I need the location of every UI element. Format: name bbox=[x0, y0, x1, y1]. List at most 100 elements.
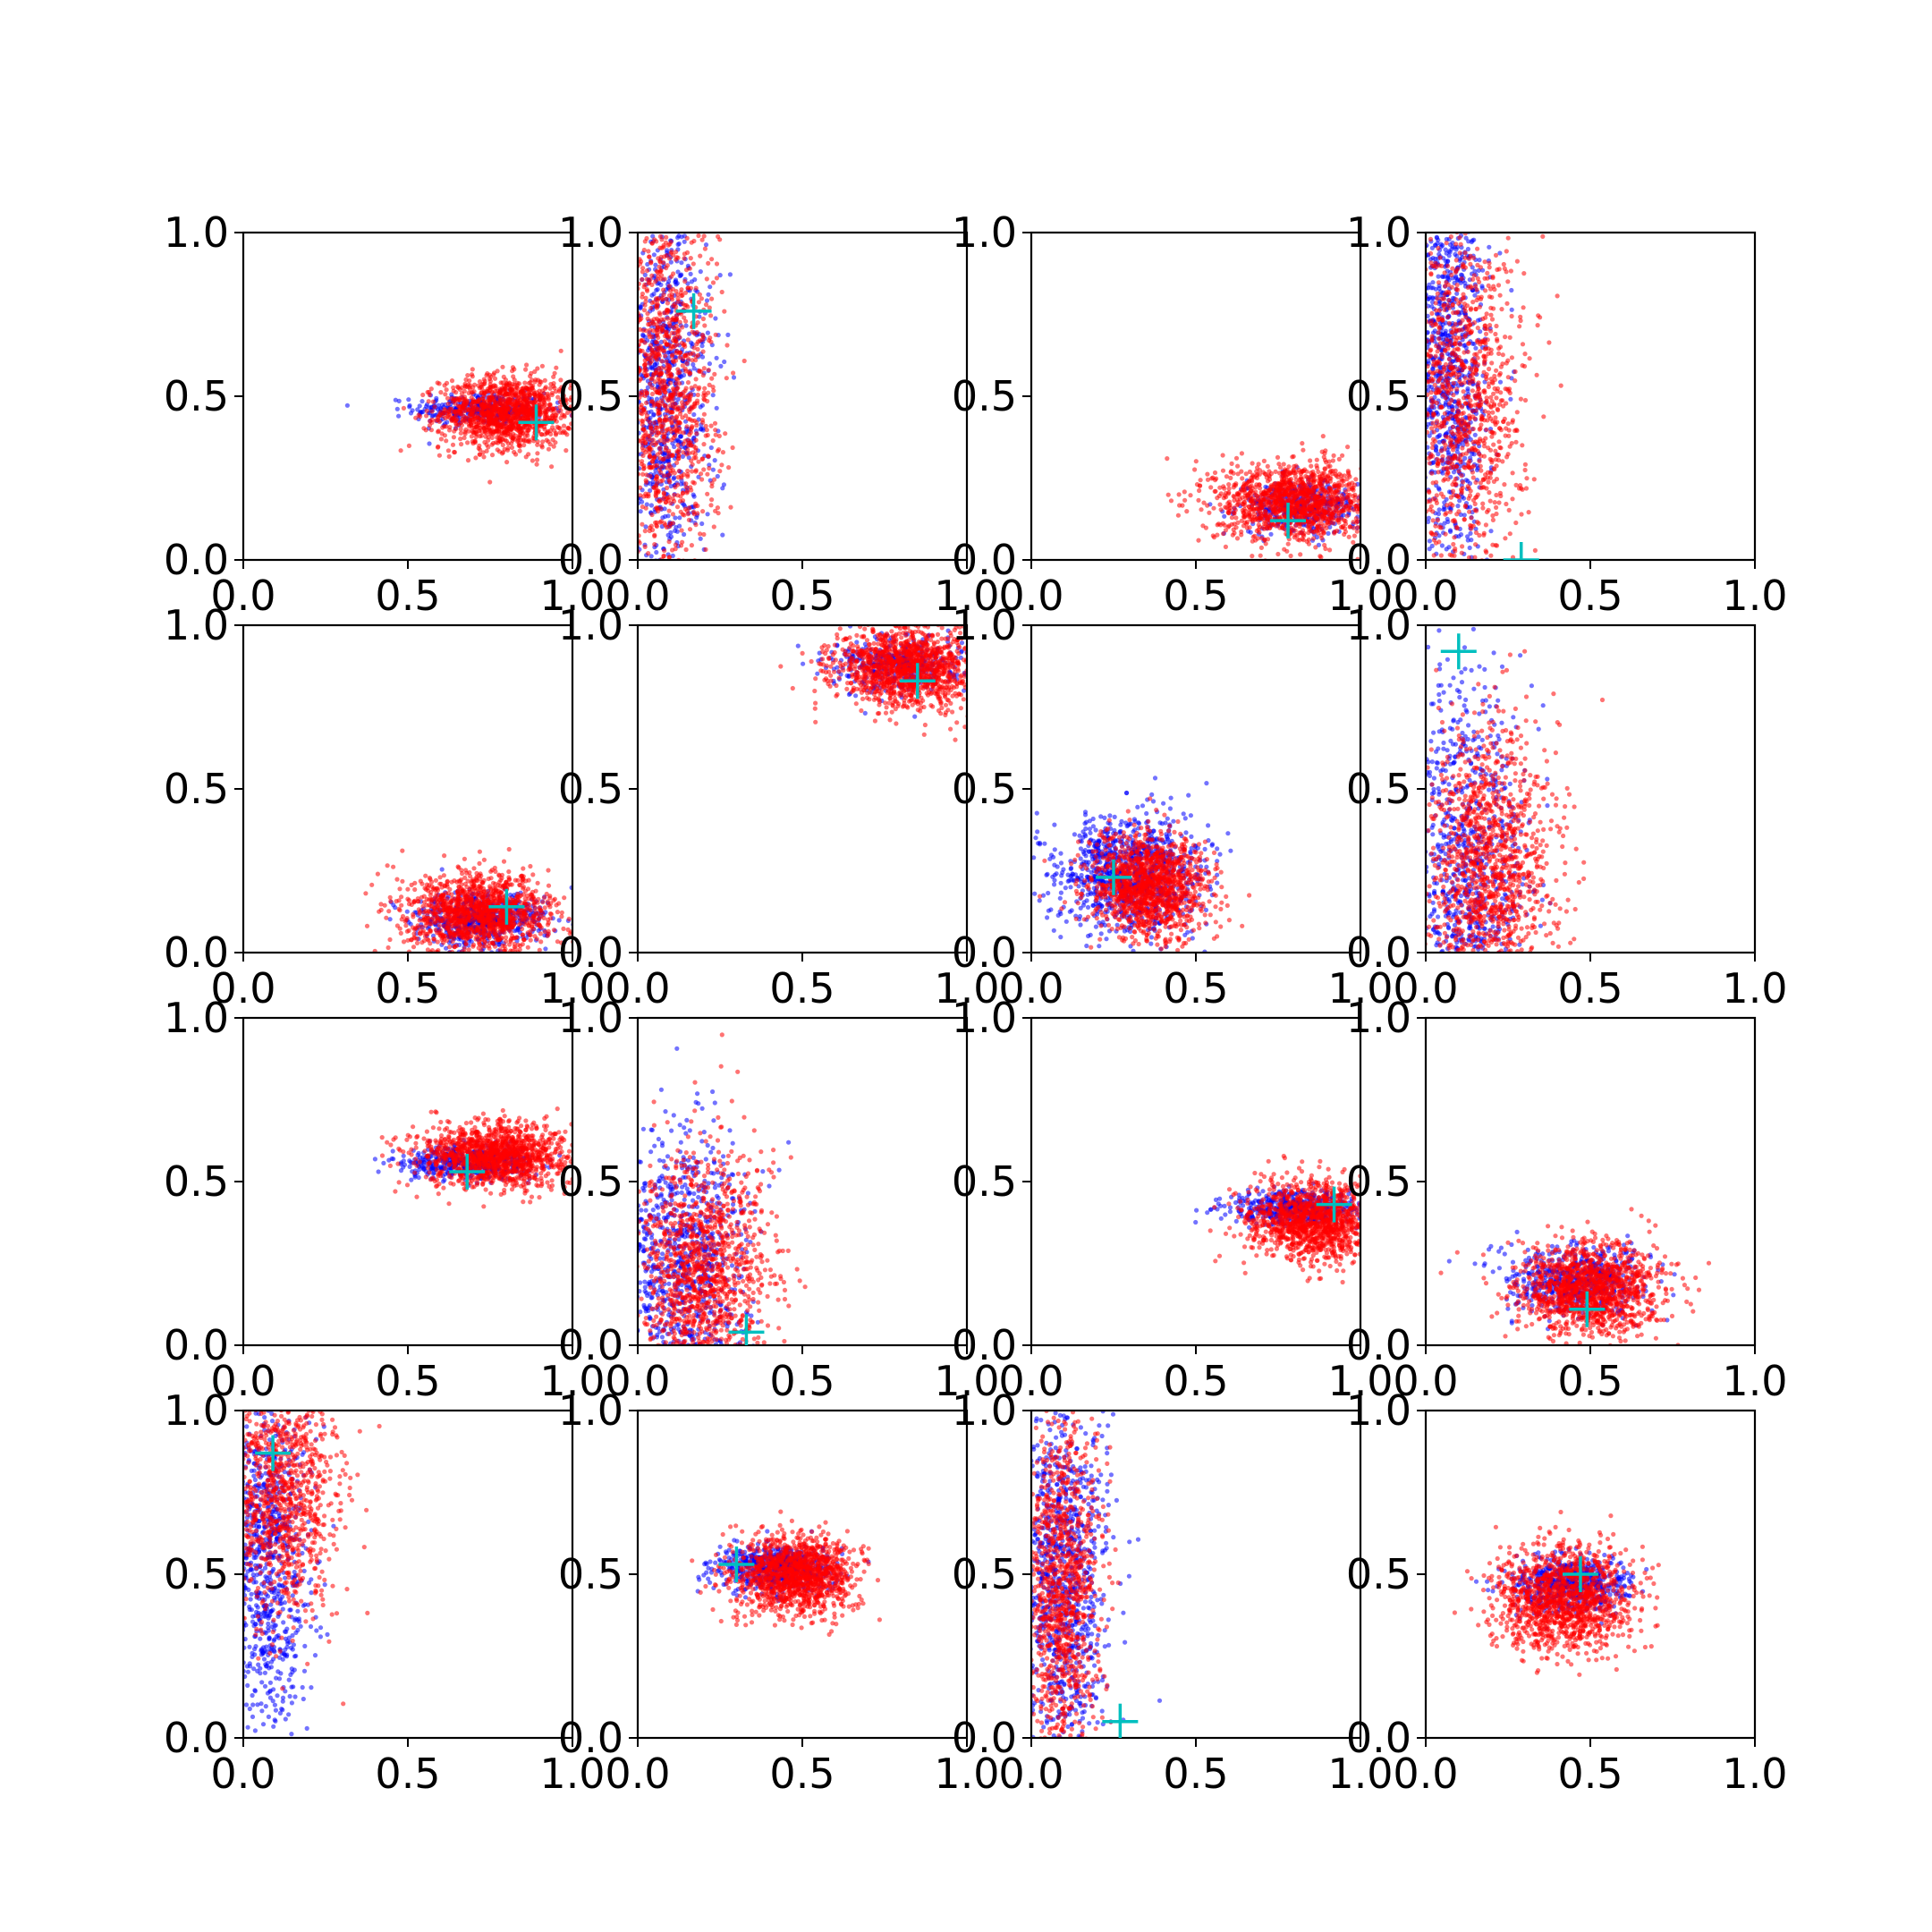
data-point bbox=[707, 454, 711, 459]
data-point bbox=[691, 358, 695, 362]
data-point bbox=[663, 417, 667, 421]
data-point bbox=[657, 372, 662, 377]
data-point bbox=[638, 349, 642, 353]
data-point bbox=[543, 386, 547, 391]
data-point bbox=[728, 505, 733, 510]
data-point bbox=[504, 460, 509, 464]
data-point bbox=[717, 469, 722, 473]
data-point bbox=[452, 429, 456, 434]
data-point bbox=[705, 492, 709, 496]
data-point bbox=[686, 443, 691, 447]
data-point bbox=[698, 254, 702, 258]
data-point bbox=[469, 421, 473, 426]
data-point bbox=[472, 389, 477, 394]
data-point bbox=[683, 319, 688, 324]
data-point bbox=[494, 386, 498, 390]
data-point bbox=[525, 403, 530, 408]
data-point bbox=[659, 276, 664, 281]
data-point bbox=[445, 396, 450, 401]
data-point bbox=[443, 416, 447, 420]
data-point bbox=[716, 505, 720, 510]
data-point bbox=[668, 410, 673, 414]
data-point bbox=[675, 482, 680, 487]
data-point bbox=[539, 432, 544, 436]
data-point bbox=[691, 412, 696, 417]
data-point bbox=[671, 338, 675, 343]
data-point bbox=[742, 359, 747, 363]
data-point bbox=[648, 426, 653, 430]
data-point bbox=[470, 411, 474, 415]
data-point bbox=[685, 489, 690, 494]
data-point bbox=[445, 419, 449, 424]
data-point bbox=[657, 446, 662, 451]
data-point bbox=[673, 529, 677, 533]
data-point bbox=[669, 251, 674, 256]
data-point bbox=[460, 386, 464, 390]
data-point bbox=[713, 316, 717, 320]
data-point bbox=[694, 342, 699, 346]
data-point bbox=[548, 402, 553, 406]
data-point bbox=[530, 458, 535, 462]
data-point bbox=[694, 468, 699, 472]
data-point bbox=[1177, 492, 1182, 496]
data-point bbox=[553, 440, 557, 445]
data-point bbox=[549, 464, 554, 469]
data-point bbox=[1224, 545, 1228, 549]
data-point bbox=[668, 380, 673, 385]
data-point bbox=[642, 283, 647, 287]
data-point bbox=[1169, 498, 1174, 503]
data-point bbox=[1196, 538, 1200, 543]
data-point bbox=[1345, 445, 1350, 449]
data-point bbox=[709, 297, 714, 301]
data-point bbox=[524, 454, 529, 459]
data-point bbox=[694, 286, 699, 291]
data-point bbox=[678, 420, 682, 425]
data-point bbox=[665, 385, 669, 389]
data-point bbox=[711, 438, 716, 443]
data-point bbox=[707, 466, 711, 470]
data-point bbox=[695, 330, 699, 335]
data-point bbox=[648, 474, 653, 479]
data-point bbox=[684, 424, 689, 428]
data-point bbox=[490, 436, 495, 440]
data-point bbox=[1245, 520, 1250, 524]
data-point bbox=[445, 387, 449, 392]
data-point bbox=[686, 512, 691, 516]
data-point bbox=[691, 362, 695, 367]
data-point bbox=[682, 472, 686, 477]
data-point bbox=[700, 418, 705, 422]
data-point bbox=[658, 470, 663, 475]
data-point bbox=[682, 430, 686, 435]
data-point bbox=[437, 381, 442, 386]
data-point bbox=[708, 335, 712, 340]
data-point bbox=[699, 477, 704, 481]
data-point bbox=[458, 436, 462, 441]
data-point bbox=[666, 513, 671, 518]
data-point bbox=[680, 293, 684, 298]
data-point bbox=[497, 393, 502, 397]
data-point bbox=[708, 361, 712, 366]
data-point bbox=[503, 399, 507, 403]
data-point bbox=[667, 256, 672, 260]
data-point bbox=[420, 393, 425, 397]
data-point bbox=[1249, 530, 1253, 535]
data-point bbox=[685, 401, 690, 405]
data-point bbox=[487, 479, 492, 484]
data-point bbox=[708, 313, 713, 318]
data-point bbox=[664, 330, 668, 335]
data-point bbox=[674, 547, 678, 551]
data-point bbox=[409, 411, 413, 415]
data-point bbox=[647, 280, 651, 284]
data-point bbox=[702, 398, 707, 402]
data-point bbox=[345, 403, 350, 408]
data-point bbox=[444, 438, 448, 443]
data-point bbox=[704, 242, 708, 247]
data-point bbox=[1321, 434, 1326, 438]
data-point bbox=[659, 398, 664, 402]
data-point bbox=[654, 550, 658, 555]
data-point bbox=[680, 234, 684, 239]
data-point bbox=[522, 415, 527, 419]
data-point bbox=[656, 453, 660, 457]
data-point bbox=[697, 386, 701, 390]
data-point bbox=[553, 413, 557, 418]
